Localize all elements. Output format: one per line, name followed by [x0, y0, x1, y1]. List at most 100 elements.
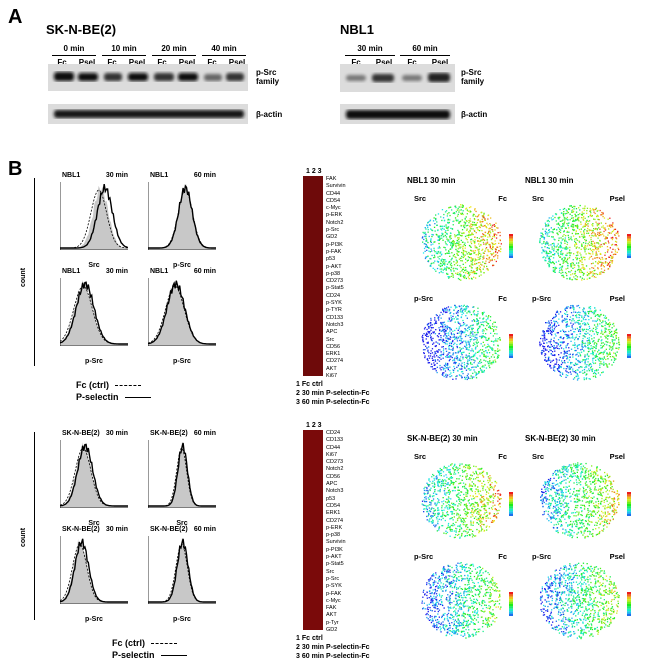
tsne-cell-point: [465, 487, 467, 490]
tsne-cell-point: [442, 346, 444, 348]
tsne-cell-point: [483, 311, 485, 313]
tsne-cell-point: [584, 236, 586, 238]
tsne-cell-point: [497, 497, 500, 499]
tsne-cell-point: [588, 333, 591, 336]
tsne-cell-point: [471, 509, 474, 511]
tsne-cell-point: [478, 511, 480, 513]
tsne-cell-point: [607, 218, 609, 220]
tsne-cell-point: [441, 234, 443, 236]
tsne-cell-point: [442, 233, 444, 235]
tsne-cell-point: [487, 349, 490, 351]
tsne-cell-point: [575, 233, 577, 235]
tsne-cell-point: [578, 266, 580, 268]
tsne-colorbar-step: [509, 248, 513, 251]
tsne-cell-point: [585, 220, 587, 223]
tsne-cell-point: [574, 270, 577, 272]
tsne-cell-point: [592, 502, 595, 504]
tsne-cell-point: [485, 337, 487, 339]
tsne-cell-point: [461, 354, 463, 356]
tsne-cell-point: [597, 339, 600, 341]
tsne-cell-point: [445, 356, 447, 358]
histogram-xlabel: p-Src: [85, 616, 103, 623]
tsne-cell-point: [448, 345, 450, 347]
tsne-cell-point: [575, 215, 577, 217]
heatmap-marker: p-PI3K: [326, 241, 343, 248]
tsne-cell-point: [444, 341, 446, 344]
tsne-cell-point: [576, 225, 578, 227]
tsne-cell-point: [491, 248, 494, 251]
tsne-cell-point: [462, 247, 464, 249]
tsne-cell-point: [587, 522, 589, 525]
tsne-cell-point: [579, 252, 581, 254]
tsne-cell-point: [438, 264, 440, 266]
tsne-cell-point: [492, 361, 494, 364]
tsne-cell-point: [429, 331, 431, 333]
tsne-cell-point: [578, 220, 580, 222]
tsne-cell-point: [604, 252, 606, 254]
tsne-cell-point: [549, 332, 552, 334]
tsne-cell-point: [580, 466, 582, 468]
tsne-cell-point: [605, 258, 607, 260]
heatmap-marker: Src: [326, 336, 335, 343]
tsne-cell-point: [563, 231, 565, 233]
tsne-cell-point: [473, 224, 475, 226]
tsne-cell-point: [614, 234, 616, 236]
tsne-cell-point: [560, 347, 563, 349]
tsne-cell-point: [442, 484, 445, 487]
tsne-cell-point: [565, 254, 568, 257]
tsne-cell-point: [499, 503, 501, 505]
tsne-cell-point: [430, 352, 432, 355]
tsne-cell-point: [467, 334, 469, 337]
tsne-cell-point: [550, 488, 552, 491]
tsne-cell-point: [614, 352, 616, 354]
tsne-cell-point: [543, 332, 545, 334]
tsne-cell-point: [594, 234, 596, 236]
tsne-cell-point: [434, 526, 436, 528]
tsne-cell-point: [491, 325, 494, 327]
tsne-cell-point: [485, 520, 487, 522]
tsne-cell-point: [423, 504, 426, 507]
tsne-cell-point: [585, 373, 588, 375]
tsne-cell-point: [485, 319, 487, 321]
histogram-xlabel: Src: [88, 520, 100, 527]
tsne-cell-point: [611, 490, 613, 493]
tsne-cell-point: [442, 497, 444, 499]
tsne-cell-point: [575, 225, 577, 228]
heatmap-marker: Ki67: [326, 451, 338, 458]
tsne-cell-point: [550, 251, 552, 253]
tsne-cell-point: [434, 485, 436, 487]
tsne-cell-point: [588, 339, 590, 341]
tsne-cell-point: [606, 355, 608, 357]
tsne-cell-point: [570, 322, 572, 324]
tsne-cell-point: [601, 339, 603, 341]
tsne-cell-point: [585, 242, 587, 244]
tsne-cell-point: [437, 256, 439, 258]
tsne-cell-point: [572, 364, 575, 366]
tsne-cell-point: [483, 505, 485, 507]
tsne-cell-point: [546, 225, 548, 227]
tsne-cell-point: [445, 311, 447, 314]
tsne-cell-point: [474, 347, 477, 349]
tsne-cell-point: [461, 534, 463, 536]
tsne-cell-point: [464, 530, 466, 532]
tsne-cell-point: [570, 205, 572, 207]
tsne-cell-point: [448, 310, 450, 312]
tsne-cell-point: [461, 270, 463, 272]
tsne-cell-point: [475, 320, 478, 323]
tsne-cell-point: [442, 341, 444, 344]
tsne-cell-point: [614, 513, 616, 515]
tsne-cell-point: [469, 332, 472, 334]
tsne-cell-point: [454, 304, 456, 307]
heatmap-bottom-legend: 1 Fc ctrl 2 30 min P-selectin-Fc 3 60 min …: [296, 634, 370, 661]
tsne-cell-point: [582, 309, 584, 311]
tsne-cell-point: [546, 247, 548, 249]
tsne-cell-point: [447, 356, 449, 358]
tsne-cell-point: [596, 343, 598, 345]
tsne-cell-point: [448, 206, 451, 209]
tsne-cell-point: [489, 347, 491, 349]
tsne-colorbar-step: [509, 496, 513, 500]
tsne-cell-point: [577, 217, 579, 219]
tsne-cell-point: [432, 520, 434, 522]
tsne-cell-point: [564, 239, 566, 241]
tsne-cell-point: [432, 327, 434, 329]
